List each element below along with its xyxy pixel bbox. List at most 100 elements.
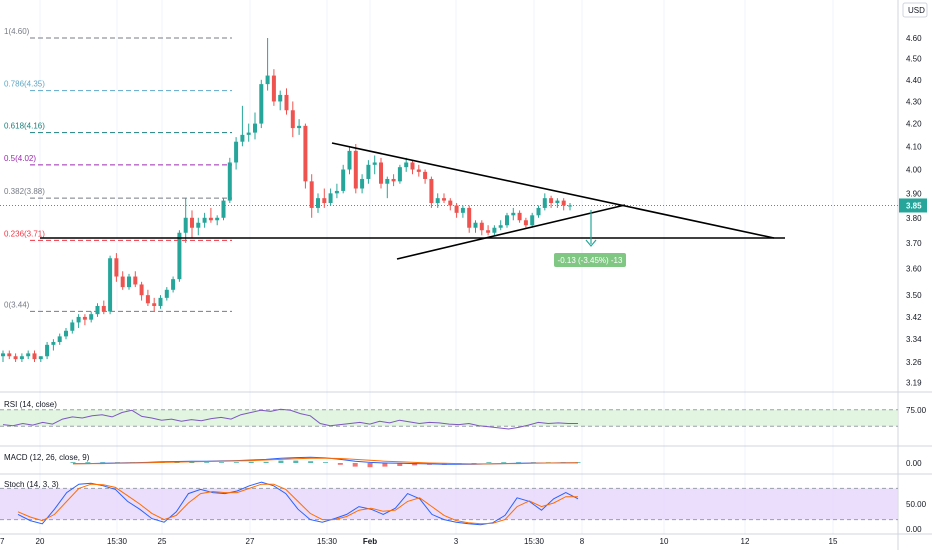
candle-body bbox=[133, 276, 138, 285]
macd-histogram-bar bbox=[189, 461, 195, 463]
macd-histogram-bar bbox=[278, 460, 284, 463]
candle-body bbox=[177, 232, 182, 280]
candle-body bbox=[208, 217, 213, 221]
candle-body bbox=[82, 316, 87, 320]
candle-body bbox=[460, 207, 465, 213]
fib-level-label: 0.236(3.71) bbox=[4, 229, 45, 238]
candle-body bbox=[227, 162, 232, 201]
price-tick-label: 4.40 bbox=[906, 76, 922, 85]
candle-body bbox=[391, 178, 396, 182]
candle-body bbox=[183, 217, 188, 233]
candle-body bbox=[410, 162, 415, 170]
candle-body bbox=[26, 353, 31, 357]
candle-body bbox=[215, 217, 220, 221]
candle-body bbox=[334, 190, 339, 194]
candle-body bbox=[240, 134, 245, 142]
macd-histogram-bar bbox=[293, 460, 299, 463]
macd-histogram-bar bbox=[471, 463, 477, 464]
candle-body bbox=[328, 193, 333, 204]
candle-body bbox=[202, 217, 207, 223]
price-tick-label: 4.00 bbox=[906, 166, 922, 175]
stoch-title: Stoch (14, 3, 3) bbox=[4, 480, 59, 489]
candle-body bbox=[542, 198, 547, 208]
macd-histogram-bar bbox=[85, 462, 91, 463]
time-tick-label: 8 bbox=[580, 537, 585, 546]
macd-histogram-bar bbox=[337, 463, 343, 465]
price-tick-label: 4.50 bbox=[906, 55, 922, 64]
candle-body bbox=[505, 215, 509, 226]
candle-body bbox=[158, 297, 163, 306]
currency-badge bbox=[902, 2, 928, 18]
macd-histogram-bar bbox=[248, 461, 254, 463]
candle-body bbox=[38, 356, 43, 360]
candlestick-series bbox=[1, 38, 572, 362]
candle-body bbox=[404, 162, 409, 168]
price-tick-label: 3.80 bbox=[906, 214, 922, 223]
price-tick-label: 3.19 bbox=[906, 378, 922, 387]
candle-body bbox=[517, 212, 522, 221]
candle-body bbox=[190, 217, 194, 228]
candle-body bbox=[316, 198, 320, 208]
candle-body bbox=[7, 353, 12, 357]
price-tick-label: 4.30 bbox=[906, 97, 922, 106]
price-tick-label: 4.20 bbox=[906, 120, 922, 129]
price-tick-label: 3.26 bbox=[906, 358, 922, 367]
macd-histogram-bar bbox=[100, 462, 106, 463]
candle-body bbox=[297, 125, 302, 129]
price-tick-label: 3.90 bbox=[906, 189, 922, 198]
candle-body bbox=[379, 162, 383, 184]
rsi-axis-label: 75.00 bbox=[906, 406, 927, 415]
candle-body bbox=[139, 284, 144, 296]
price-tick-label: 4.10 bbox=[906, 142, 922, 151]
candle-body bbox=[561, 200, 566, 206]
candle-body bbox=[435, 198, 440, 204]
macd-histogram-bar bbox=[263, 461, 269, 463]
candle-body bbox=[454, 205, 459, 213]
macd-title: MACD (12, 26, close, 9) bbox=[4, 453, 90, 462]
candle-body bbox=[164, 289, 169, 298]
candle-body bbox=[145, 295, 150, 304]
candle-body bbox=[271, 75, 276, 102]
candle-body bbox=[171, 279, 176, 290]
macd-histogram-bar bbox=[367, 463, 373, 468]
triangle-upper-trendline bbox=[331, 142, 775, 239]
candle-body bbox=[108, 258, 113, 312]
fib-level-label: 0.5(4.02) bbox=[4, 154, 36, 163]
rsi-line bbox=[2, 408, 578, 430]
candle-body bbox=[89, 314, 94, 320]
last-price-badge bbox=[899, 198, 927, 213]
candle-body bbox=[57, 336, 62, 343]
time-tick-label: 27 bbox=[246, 537, 255, 546]
candle-body bbox=[448, 200, 453, 206]
macd-histogram-bar bbox=[501, 462, 507, 463]
stoch-axis-label: 0.00 bbox=[906, 525, 922, 534]
macd-histogram-bar bbox=[486, 462, 492, 463]
candle-body bbox=[530, 215, 535, 226]
fibonacci-retracement[interactable]: 1(4.60) 0.786(4.35) 0.618(4.16) 0.5(4.02) 0.… bbox=[4, 27, 232, 312]
candle-body bbox=[19, 356, 24, 360]
macd-histogram-bar bbox=[397, 463, 403, 466]
candle-body bbox=[70, 322, 75, 331]
price-tick-label: 4.60 bbox=[906, 34, 922, 43]
candle-body bbox=[360, 178, 365, 189]
price-tick-label: 3.50 bbox=[906, 291, 922, 300]
candle-body bbox=[416, 169, 421, 172]
candle-body bbox=[492, 227, 497, 233]
candle-body bbox=[64, 330, 68, 337]
macd-histogram-bar bbox=[204, 462, 210, 463]
triangle-lower-trendline bbox=[396, 204, 626, 260]
candle-body bbox=[265, 75, 270, 85]
macd-axis-label: 0.00 bbox=[906, 459, 922, 468]
macd-histogram-bar bbox=[352, 463, 358, 467]
stoch-d-line bbox=[17, 483, 578, 525]
fib-level-label: 0.786(4.35) bbox=[4, 80, 45, 89]
drawing-tools[interactable]: -0.13 (-3.45%) -13 bbox=[0, 142, 898, 267]
candle-body bbox=[259, 84, 264, 124]
candle-body bbox=[486, 230, 491, 233]
candle-body bbox=[101, 305, 106, 312]
fib-level-label: 0(3.44) bbox=[4, 300, 30, 309]
measure-arrow-head bbox=[585, 239, 597, 247]
candle-body bbox=[479, 222, 484, 231]
